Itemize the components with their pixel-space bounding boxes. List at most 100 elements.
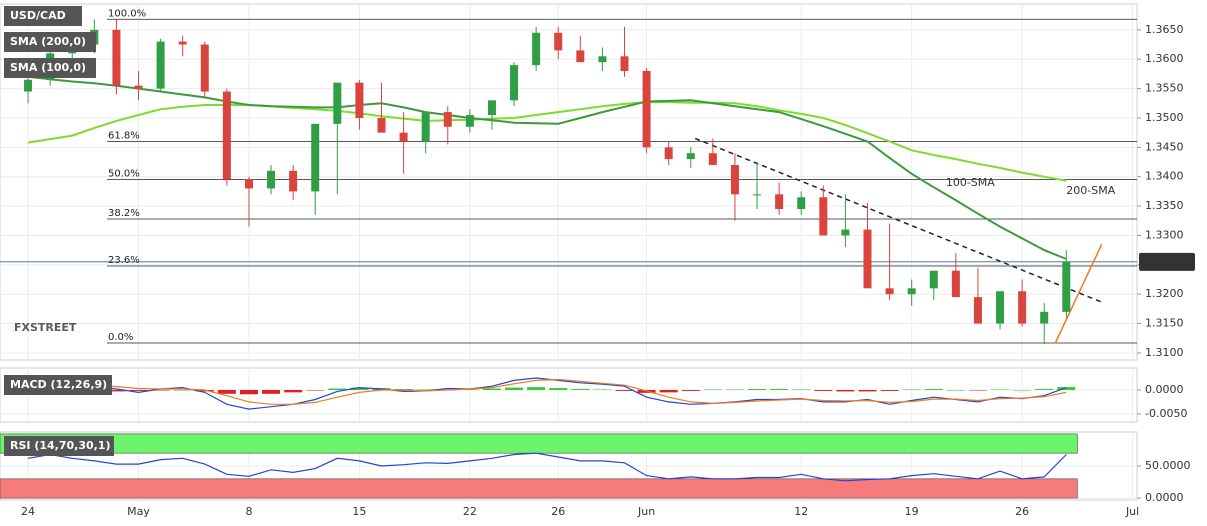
histogram-bar xyxy=(107,389,126,392)
histogram-bar xyxy=(703,389,722,391)
histogram-bar xyxy=(1035,389,1054,390)
y-tick-label: 0.0000 xyxy=(1145,383,1184,396)
histogram-bar xyxy=(725,389,744,391)
candle-body xyxy=(907,288,916,295)
histogram-bar xyxy=(416,389,435,391)
y-tick-label: 1.3200 xyxy=(1145,287,1184,300)
candle-body xyxy=(311,123,320,192)
candle-body xyxy=(532,32,541,66)
histogram-bar xyxy=(129,389,148,391)
legend-title: USD/CAD xyxy=(10,9,66,22)
candle-body xyxy=(753,194,762,196)
x-tick-label: Jul xyxy=(1125,505,1139,518)
candle-body xyxy=(841,229,850,236)
histogram-bar xyxy=(284,389,303,393)
candle-body xyxy=(576,50,585,63)
histogram-bar xyxy=(328,388,347,390)
candle-body xyxy=(465,115,474,127)
candle-body xyxy=(664,147,673,160)
candle-body xyxy=(642,70,651,148)
legend-box xyxy=(4,58,96,78)
candle-body xyxy=(996,291,1005,324)
y-tick-label: 1.3500 xyxy=(1145,111,1184,124)
histogram-bar xyxy=(924,389,943,390)
histogram-bar xyxy=(792,389,811,391)
trend-line xyxy=(1054,243,1103,344)
candle-body xyxy=(1040,311,1049,324)
legend-title: MACD (12,26,9) xyxy=(10,378,107,391)
histogram-bar xyxy=(659,389,678,393)
legend-entry: SMA (100,0) xyxy=(10,61,86,74)
histogram-bar xyxy=(151,389,170,391)
x-tick-label: 15 xyxy=(352,505,366,518)
candle-body xyxy=(112,29,121,86)
histogram-bar xyxy=(593,389,612,391)
candle-body xyxy=(620,56,629,71)
y-tick-label: 1.3550 xyxy=(1145,82,1184,95)
candle-body xyxy=(178,41,187,45)
candle-body xyxy=(24,79,33,92)
macd-line xyxy=(28,377,1067,410)
fib-label: 50.0% xyxy=(108,169,140,180)
histogram-bar xyxy=(615,389,634,391)
candle-body xyxy=(289,170,298,192)
candle-body xyxy=(134,85,143,89)
x-tick-label: May xyxy=(127,505,150,518)
legend-box xyxy=(4,32,96,52)
histogram-bar xyxy=(902,389,921,391)
histogram-bar xyxy=(1013,389,1032,391)
histogram-bar xyxy=(858,389,877,392)
legend-box xyxy=(4,436,114,456)
sma-line xyxy=(27,75,1067,260)
candle-body xyxy=(708,153,717,165)
candle-body xyxy=(1062,261,1071,312)
y-tick-label: 1.3300 xyxy=(1145,228,1184,241)
y-tick-label: 0.0000 xyxy=(1145,491,1184,504)
candle-body xyxy=(730,164,739,195)
fib-label: 61.8% xyxy=(108,130,140,141)
histogram-bar xyxy=(1057,387,1076,390)
candle-body xyxy=(510,65,519,101)
histogram-bar xyxy=(262,389,281,394)
candle-body xyxy=(333,82,342,124)
x-tick-label: 12 xyxy=(794,505,808,518)
x-tick-label: 22 xyxy=(463,505,477,518)
candle-body xyxy=(885,288,894,295)
histogram-bar xyxy=(460,389,479,391)
candle-body xyxy=(267,170,276,189)
histogram-bar xyxy=(991,389,1010,391)
candle-body xyxy=(819,197,828,236)
histogram-bar xyxy=(770,389,789,390)
candle-body xyxy=(1018,291,1027,324)
histogram-bar xyxy=(239,389,258,395)
histogram-bar xyxy=(814,389,833,391)
candle-body xyxy=(775,194,784,210)
x-tick-label: 26 xyxy=(551,505,565,518)
candle-body xyxy=(973,297,982,324)
histogram-bar xyxy=(527,387,546,390)
histogram-bar xyxy=(505,387,524,390)
candle-body xyxy=(951,270,960,298)
rsi-line xyxy=(27,452,1067,482)
sma-label: 100-SMA xyxy=(946,176,995,189)
rsi-band xyxy=(0,478,1078,499)
rsi-band xyxy=(0,433,1078,454)
x-tick-label: Jun xyxy=(637,505,655,518)
price-tag-label: 1.32551 xyxy=(1145,255,1195,268)
fib-label: 100.0% xyxy=(108,8,146,19)
candle-body xyxy=(598,56,607,63)
candle-body xyxy=(797,197,806,210)
histogram-bar xyxy=(195,389,214,392)
histogram-bar xyxy=(306,389,325,391)
histogram-bar xyxy=(748,389,767,390)
price-panel xyxy=(0,3,1138,361)
candle-body xyxy=(863,229,872,289)
price-tag xyxy=(1139,252,1195,271)
legend-box xyxy=(4,6,82,26)
candle-body xyxy=(554,32,563,51)
macd-line xyxy=(28,378,1067,405)
y-tick-label: 1.3600 xyxy=(1145,52,1184,65)
histogram-bar xyxy=(880,389,899,391)
y-tick-label: 1.3150 xyxy=(1145,317,1184,330)
